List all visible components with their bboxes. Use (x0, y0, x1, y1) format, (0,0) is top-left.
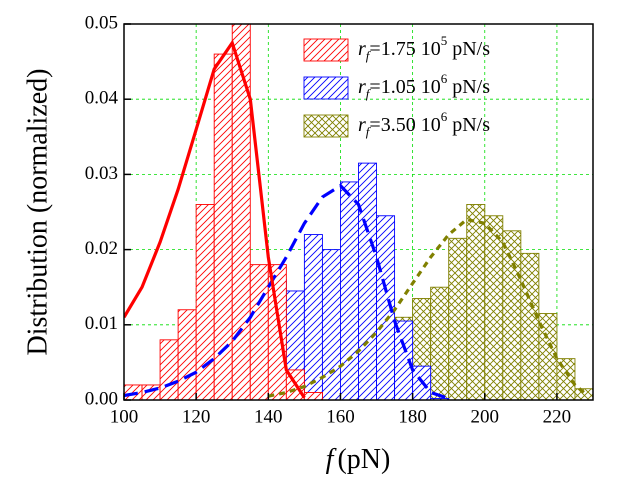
histogram-bar (358, 162, 377, 400)
histogram-bar (556, 358, 576, 400)
histogram-bar (394, 320, 414, 400)
legend-subscript: f (366, 48, 372, 63)
legend-text: =1.05 10 (369, 76, 440, 98)
histogram-bar (177, 309, 197, 400)
x-tick-label: 180 (398, 406, 427, 427)
x-tick-label: 220 (543, 406, 572, 427)
x-tick-label: 160 (326, 406, 355, 427)
legend-subscript: f (366, 86, 372, 101)
histogram-bar (574, 388, 593, 400)
fit-curve (267, 217, 587, 398)
legend-swatch (303, 114, 349, 138)
histogram-bar (231, 24, 251, 400)
histogram-bar (430, 286, 450, 400)
x-axis-unit: (pN) (337, 444, 390, 475)
y-axis-label: Distribution (normalized) (22, 69, 53, 356)
histogram-bar (340, 181, 359, 400)
legend-text: =1.75 10 (369, 38, 440, 60)
histogram-bar (195, 204, 215, 400)
histogram-bar (520, 252, 540, 400)
y-tick-label: 0.04 (85, 88, 119, 109)
legend-superscript: 6 (441, 109, 448, 124)
x-tick-label: 100 (110, 406, 139, 427)
histogram-bar (430, 398, 450, 400)
legend-swatch (303, 38, 349, 62)
legend-superscript: 5 (441, 33, 448, 48)
legend-unit: pN/s (447, 38, 490, 60)
legend-swatch (303, 76, 349, 100)
x-tick-label: 140 (254, 406, 283, 427)
legend-symbol: r (358, 114, 366, 136)
x-axis-label: f (pN) (326, 444, 391, 475)
legend-unit: pN/s (447, 114, 490, 136)
legend-unit: pN/s (447, 76, 490, 98)
y-tick-label: 0.01 (85, 313, 118, 334)
histogram-bar (267, 264, 287, 400)
fit-curve (124, 39, 306, 399)
histogram-bar (249, 264, 269, 400)
histogram-bar (159, 339, 179, 400)
y-tick-label: 0.03 (85, 163, 118, 184)
y-tick-label: 0.00 (85, 388, 118, 409)
y-tick-label: 0.02 (85, 238, 118, 259)
histogram-bar (303, 234, 323, 400)
legend-text: =3.50 10 (369, 114, 440, 136)
histogram-bar (484, 215, 504, 400)
x-tick-label: 120 (182, 406, 211, 427)
legend-symbol: r (358, 38, 366, 60)
y-tick-label: 0.05 (85, 12, 118, 33)
legend-label: rf=3.50 106 pN/s (358, 109, 490, 139)
x-tick-label: 200 (471, 406, 500, 427)
histogram-bar (303, 392, 323, 400)
legend-superscript: 6 (441, 71, 448, 86)
histogram-bar (448, 237, 468, 400)
legend-symbol: r (358, 76, 366, 98)
legend-label: rf=1.05 106 pN/s (358, 71, 490, 101)
x-axis-symbol: f (326, 444, 337, 475)
histogram-bar (466, 204, 486, 400)
histogram-bar (502, 230, 522, 400)
plot-frame (123, 23, 594, 401)
legend-subscript: f (366, 124, 372, 139)
legend-label: rf=1.75 105 pN/s (358, 33, 490, 63)
fit-curve (124, 183, 450, 400)
